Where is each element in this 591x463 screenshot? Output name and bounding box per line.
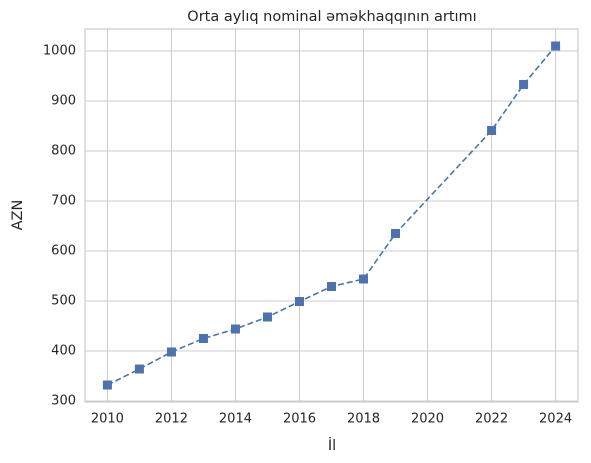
x-tick-label: 2018	[347, 412, 380, 427]
data-point	[519, 80, 529, 89]
plot-frame	[84, 28, 579, 403]
x-axis-label: İl	[328, 436, 336, 454]
chart-title: Orta aylıq nominal əməkhaqqının artımı	[187, 9, 476, 25]
y-tick-label: 800	[51, 144, 76, 159]
y-tick-label: 500	[51, 294, 76, 309]
y-tick-label: 400	[51, 344, 76, 359]
data-point	[262, 312, 272, 322]
y-tick-label: 700	[51, 194, 76, 209]
y-tick-label: 1000	[43, 44, 76, 59]
y-tick-label: 600	[51, 244, 76, 259]
x-tick-label: 2010	[91, 412, 124, 427]
data-point	[102, 380, 112, 390]
y-tick-label: 300	[51, 394, 76, 409]
data-point	[327, 282, 336, 291]
x-tick-label: 2012	[155, 412, 188, 427]
x-tick-label: 2020	[411, 412, 444, 427]
data-point	[487, 126, 497, 135]
x-tick-label: 2024	[539, 412, 572, 427]
y-axis-label: AZN	[10, 200, 26, 231]
x-tick-label: 2022	[475, 412, 508, 427]
data-point	[134, 364, 144, 374]
data-point	[391, 229, 401, 238]
x-tick-label: 2014	[219, 412, 252, 427]
x-tick-label: 2016	[283, 412, 316, 427]
y-tick-label: 900	[51, 94, 76, 109]
data-point	[294, 297, 304, 306]
data-point	[551, 41, 561, 51]
data-point	[230, 324, 240, 334]
data-point	[359, 274, 369, 284]
data-point	[166, 347, 176, 357]
data-point	[198, 334, 208, 343]
